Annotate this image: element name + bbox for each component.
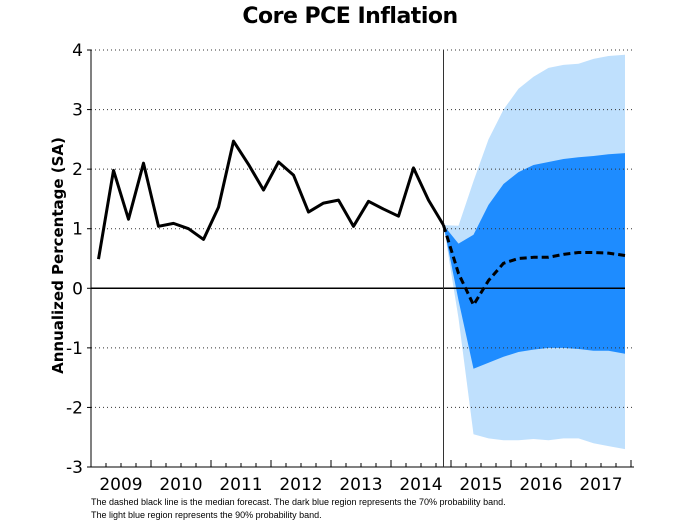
x-tick-label: 2016: [519, 475, 562, 495]
y-tick-label: 3: [72, 101, 83, 121]
y-tick-label: -2: [66, 398, 83, 418]
y-axis-title: Annualized Percentage (SA): [49, 137, 67, 374]
forecast-bands: [443, 54, 625, 450]
y-tick-label: 2: [72, 160, 83, 180]
series-lines: [97, 139, 626, 307]
x-tick-label: 2013: [339, 475, 382, 495]
history-line: [97, 139, 445, 260]
median-forecast-line: [442, 224, 626, 307]
y-tick-label: 1: [72, 220, 83, 240]
x-tick-label: 2017: [579, 475, 622, 495]
gridlines: [91, 49, 634, 408]
footnote-line-1: The dashed black line is the median fore…: [91, 497, 506, 507]
x-tick-label: 2009: [99, 475, 142, 495]
y-tick-label: 0: [72, 279, 83, 299]
y-tick-label: 4: [72, 41, 83, 61]
footnote-line-2: The light blue region represents the 90%…: [91, 510, 322, 520]
y-tick-label: -3: [66, 458, 83, 478]
x-tick-label: 2014: [399, 475, 442, 495]
y-tick-label: -1: [66, 339, 83, 359]
x-tick-label: 2011: [219, 475, 262, 495]
chart-title: Core PCE Inflation: [242, 4, 458, 29]
band-70-percent: [443, 153, 625, 369]
x-tick-label: 2012: [279, 475, 322, 495]
axis-labels: 4 3 2 1 0 -1 -2 -3 2009 2010 2011 2012 2013 2014 2015 2…: [49, 41, 623, 495]
x-tick-label: 2010: [159, 475, 202, 495]
x-tick-label: 2015: [459, 475, 502, 495]
axes: [87, 49, 634, 468]
